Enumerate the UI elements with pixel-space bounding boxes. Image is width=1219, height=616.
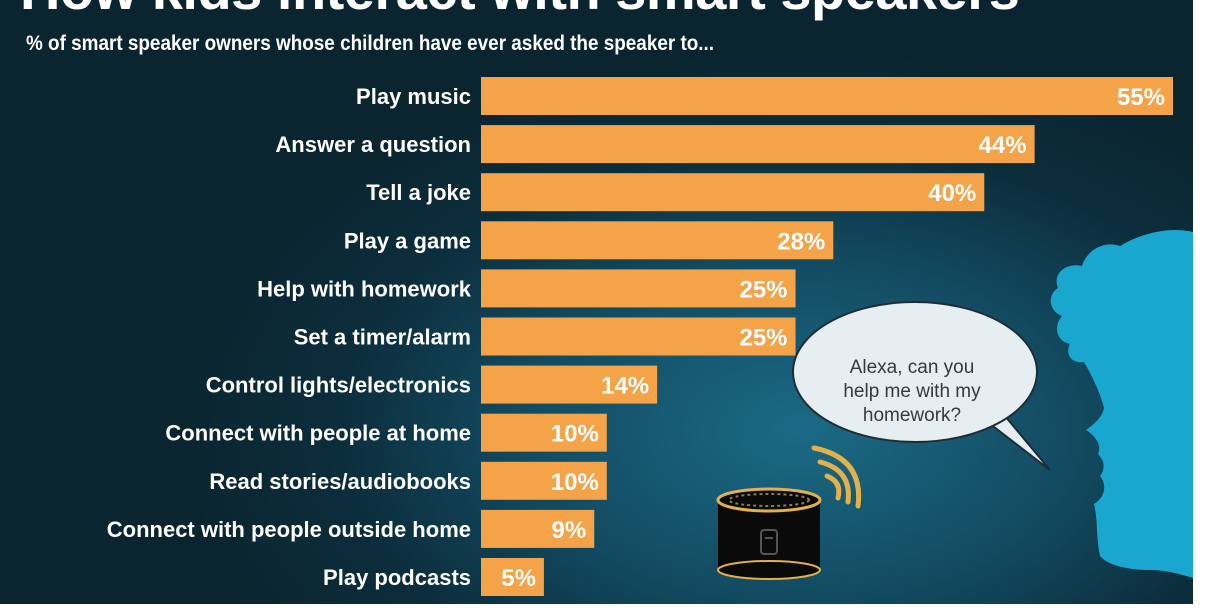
- category-label: Connect with people at home: [165, 421, 471, 446]
- category-label: Set a timer/alarm: [294, 325, 471, 350]
- value-label: 44%: [979, 132, 1027, 159]
- bar-0: [481, 77, 1173, 115]
- category-label: Answer a question: [275, 132, 471, 157]
- bar-10: [481, 558, 544, 596]
- value-label: 5%: [501, 565, 536, 592]
- chart-title: How kids interact with smart speakers: [20, 0, 1020, 18]
- category-label: Read stories/audiobooks: [209, 469, 471, 494]
- value-label: 40%: [928, 180, 976, 207]
- value-label: 28%: [777, 228, 825, 255]
- category-label: Play a game: [344, 228, 471, 253]
- category-label: Tell a joke: [366, 180, 471, 205]
- chart-subtitle: % of smart speaker owners whose children…: [26, 32, 715, 55]
- bar-1: [481, 125, 1035, 164]
- category-label: Play podcasts: [323, 565, 471, 590]
- sound-waves-icon: [811, 445, 862, 509]
- category-label: Connect with people outside home: [107, 517, 471, 542]
- bar-7: [481, 413, 607, 452]
- bar-3: [481, 221, 834, 260]
- bar-6: [481, 365, 658, 404]
- bar-4: [481, 269, 796, 308]
- value-label: 25%: [739, 276, 787, 303]
- value-label: 55%: [1117, 84, 1165, 111]
- category-label: Play music: [356, 84, 471, 109]
- speech-bubble-text: Alexa, can you help me with my homework?: [843, 357, 981, 426]
- category-label: Help with homework: [257, 276, 472, 301]
- value-label: 9%: [552, 517, 587, 544]
- category-label: Control lights/electronics: [206, 373, 471, 398]
- value-label: 14%: [601, 373, 649, 400]
- bar-5: [481, 317, 796, 356]
- bars-group: Play music 55% Answer a question 44% Tell a …: [107, 77, 1173, 596]
- speech-bubble: [792, 301, 1051, 471]
- child-silhouette-icon: [1050, 229, 1193, 578]
- value-label: 10%: [551, 421, 599, 448]
- value-label: 10%: [551, 469, 599, 496]
- value-label: 25%: [739, 325, 787, 352]
- bar-8: [481, 461, 607, 500]
- bar-9: [481, 509, 595, 548]
- smart-speaker-icon: [716, 487, 822, 580]
- illustration: [716, 229, 1193, 580]
- bar-2: [481, 173, 985, 212]
